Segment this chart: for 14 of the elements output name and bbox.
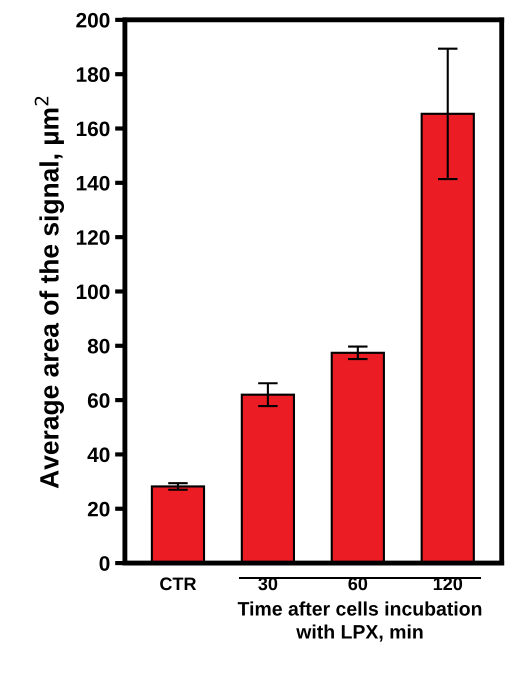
y-tick-label: 0 (100, 556, 110, 571)
y-tick-label: 180 (76, 67, 110, 82)
y-tick-label: 100 (76, 284, 110, 300)
y-tick-label: 80 (88, 338, 110, 354)
y-tick-label: 20 (88, 502, 110, 517)
x-axis-title: Time after cells incubation with LPX, min (238, 601, 482, 642)
y-tick-label: 200 (76, 12, 110, 28)
y-tick-label: 160 (76, 122, 110, 136)
y-tick-label: 40 (87, 447, 110, 462)
x-tick-label: CTR (160, 577, 196, 590)
y-axis-title: Average area of the signal, µm$^{2}$ (34, 96, 64, 488)
y-tick-label: 140 (76, 176, 110, 191)
y-tick-label: 60 (88, 393, 110, 408)
y-tick-label: 120 (76, 230, 110, 245)
